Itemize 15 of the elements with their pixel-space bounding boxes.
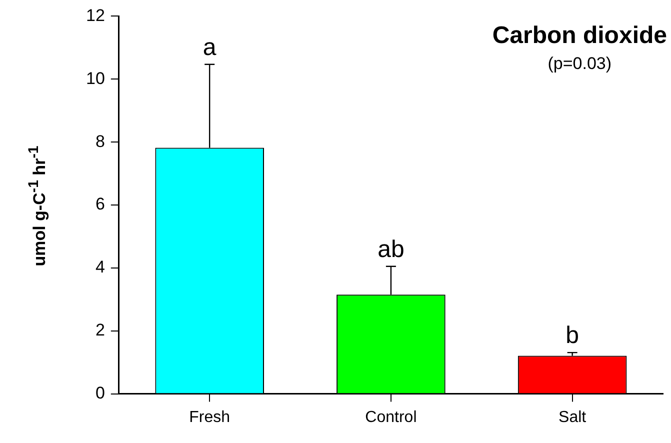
y-tick-label: 10: [86, 68, 105, 88]
annotation: b: [566, 322, 579, 350]
y-tick-label: 12: [86, 6, 105, 25]
x-tick-label: Salt: [558, 408, 587, 426]
y-tick-label: 8: [95, 132, 105, 151]
x-tick-label: Fresh: [189, 408, 230, 426]
y-tick-label: 4: [95, 258, 105, 277]
x-tick-label: Control: [365, 408, 417, 426]
chart-title: Carbon dioxide: [492, 22, 667, 50]
y-tick-label: 0: [95, 383, 105, 402]
annotation: ab: [378, 236, 404, 263]
annotation: a: [202, 34, 217, 61]
y-tick-label: 6: [95, 194, 105, 214]
y-tick-label: 2: [95, 320, 105, 340]
text: (p=0.03): [546, 54, 613, 74]
